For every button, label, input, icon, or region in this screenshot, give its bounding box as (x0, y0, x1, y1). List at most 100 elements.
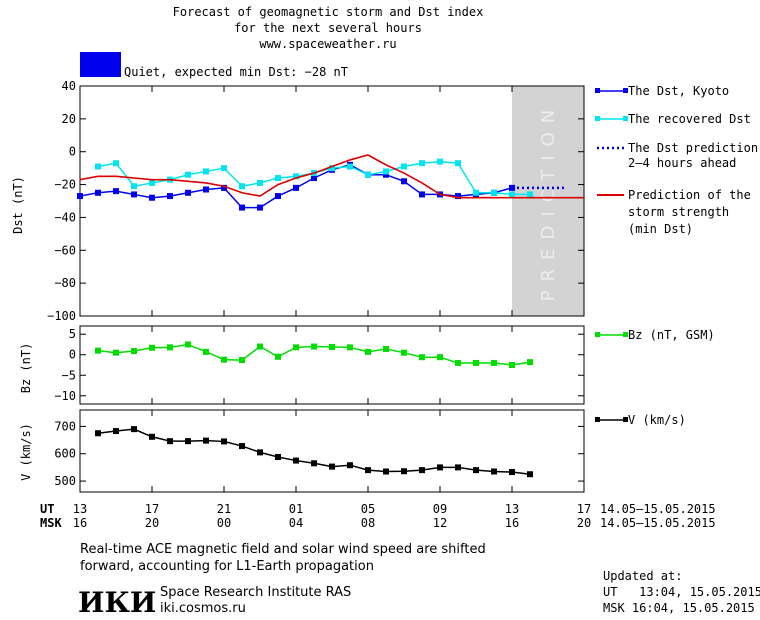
chart-title-line1: Forecast of geomagnetic storm and Dst in… (173, 5, 484, 19)
ut-axis-label: UT (40, 502, 54, 516)
y-tick-label: −40 (54, 210, 76, 224)
data-point-the-recovered-dst (113, 160, 119, 167)
data-point-v-km-s (149, 433, 155, 440)
prediction-band-label: PREDICTION (538, 101, 559, 301)
ut-tick-label: 05 (361, 502, 375, 516)
data-point-bz-nt-gsm (311, 343, 317, 350)
data-point-v-km-s (473, 467, 479, 474)
ut-tick-label: 17 (145, 502, 159, 516)
data-point-v-km-s (275, 454, 281, 461)
data-point-v-km-s (509, 469, 515, 476)
data-point-the-dst-kyoto (401, 178, 407, 185)
data-point-v-km-s (365, 467, 371, 474)
data-point-v-km-s (347, 462, 353, 469)
plot-frame (79, 85, 585, 317)
data-point-the-dst-kyoto (311, 175, 317, 181)
data-point-bz-nt-gsm (491, 359, 497, 366)
data-point-the-dst-kyoto (131, 191, 137, 198)
legend-prediction-label-1: The Dst prediction (628, 141, 758, 155)
data-point-bz-nt-gsm (527, 359, 533, 366)
data-point-bz-nt-gsm (203, 348, 209, 355)
updated-ut: UT 13:04, 15.05.2015 (603, 585, 760, 599)
msk-tick-label: 08 (361, 516, 375, 530)
data-point-the-dst-kyoto (383, 171, 389, 178)
data-point-bz-nt-gsm (509, 362, 515, 368)
y-tick-label: 500 (54, 474, 76, 488)
footer-note-line1: Real-time ACE magnetic field and solar w… (80, 542, 486, 557)
data-point-the-recovered-dst (527, 191, 533, 198)
data-point-v-km-s (329, 463, 335, 470)
y-tick-label: 40 (62, 79, 76, 93)
data-point-the-recovered-dst (473, 189, 479, 196)
msk-tick-label: 16 (505, 516, 519, 530)
ut-tick-label: 21 (217, 502, 231, 516)
data-point-v-km-s (95, 430, 101, 437)
data-point-the-recovered-dst (401, 163, 407, 170)
data-point-the-dst-kyoto (167, 193, 173, 200)
data-point-bz-nt-gsm (257, 343, 263, 350)
data-point-the-recovered-dst (239, 183, 245, 190)
data-point-bz-nt-gsm (149, 344, 155, 351)
legend-item-bz: Bz (nT, GSM) (595, 328, 715, 342)
data-point-bz-nt-gsm (221, 356, 227, 363)
speed-panel: 700 600 500 (54, 409, 585, 493)
legend-storm-label-1: Prediction of the (628, 188, 751, 202)
institute-site: iki.cosmos.ru (160, 601, 246, 616)
legend-dst-label: The Dst, Kyoto (628, 84, 729, 98)
data-point-bz-nt-gsm (455, 359, 461, 366)
data-point-the-dst-kyoto (203, 186, 209, 193)
y-tick-label: −20 (54, 178, 76, 192)
legend-storm-label-3: (min Dst) (628, 222, 693, 236)
y-tick-label: −80 (54, 276, 76, 290)
legend: The Dst, Kyoto The recovered Dst The Dst… (595, 84, 758, 427)
data-point-the-dst-kyoto (221, 184, 227, 191)
data-point-v-km-s (203, 437, 209, 444)
data-point-v-km-s (221, 438, 227, 445)
data-point-bz-nt-gsm (383, 345, 389, 352)
data-point-bz-nt-gsm (275, 353, 281, 360)
msk-date-range: 14.05–15.05.2015 (600, 516, 716, 530)
data-point-the-recovered-dst (221, 165, 227, 172)
data-point-v-km-s (311, 460, 317, 467)
legend-item-dst: The Dst, Kyoto (595, 84, 729, 98)
data-point-bz-nt-gsm (365, 348, 371, 355)
data-point-bz-nt-gsm (347, 344, 353, 351)
data-point-v-km-s (113, 428, 119, 435)
data-point-bz-nt-gsm (113, 349, 119, 356)
legend-prediction-label-2: 2–4 hours ahead (628, 156, 736, 170)
y-tick-label: −5 (62, 368, 76, 382)
data-point-the-recovered-dst (365, 171, 371, 178)
data-point-the-dst-kyoto (149, 194, 155, 201)
data-point-v-km-s (167, 438, 173, 445)
data-point-the-dst-kyoto (185, 189, 191, 196)
status-color-box (80, 52, 121, 77)
institute-name: Space Research Institute RAS (160, 585, 351, 600)
legend-storm-label-2: storm strength (628, 205, 729, 219)
source-url: www.spaceweather.ru (259, 37, 396, 51)
data-point-the-recovered-dst (149, 179, 155, 186)
data-point-bz-nt-gsm (419, 354, 425, 361)
data-point-the-dst-kyoto (293, 184, 299, 191)
footer-note-line2: forward, accounting for L1-Earth propaga… (80, 559, 374, 574)
data-point-v-km-s (239, 443, 245, 450)
data-point-v-km-s (527, 471, 533, 478)
data-point-the-recovered-dst (293, 173, 299, 180)
data-point-the-dst-kyoto (239, 204, 245, 211)
data-point-v-km-s (419, 467, 425, 474)
data-point-bz-nt-gsm (293, 344, 299, 351)
legend-item-recovered: The recovered Dst (595, 112, 751, 126)
y-tick-label: 600 (54, 447, 76, 461)
data-point-v-km-s (401, 468, 407, 475)
data-point-the-dst-kyoto (455, 193, 461, 200)
data-point-the-recovered-dst (347, 163, 353, 170)
data-point-v-km-s (257, 449, 263, 456)
y-tick-label: −100 (47, 309, 76, 323)
ut-tick-label: 09 (433, 502, 447, 516)
data-point-the-recovered-dst (491, 189, 497, 196)
data-point-the-recovered-dst (329, 165, 335, 172)
y-tick-label: 5 (69, 327, 76, 341)
plot-frame (79, 325, 585, 405)
legend-item-storm: Prediction of the storm strength (min Ds… (597, 188, 751, 236)
msk-tick-label: 04 (289, 516, 303, 530)
data-point-the-dst-kyoto (257, 204, 263, 211)
